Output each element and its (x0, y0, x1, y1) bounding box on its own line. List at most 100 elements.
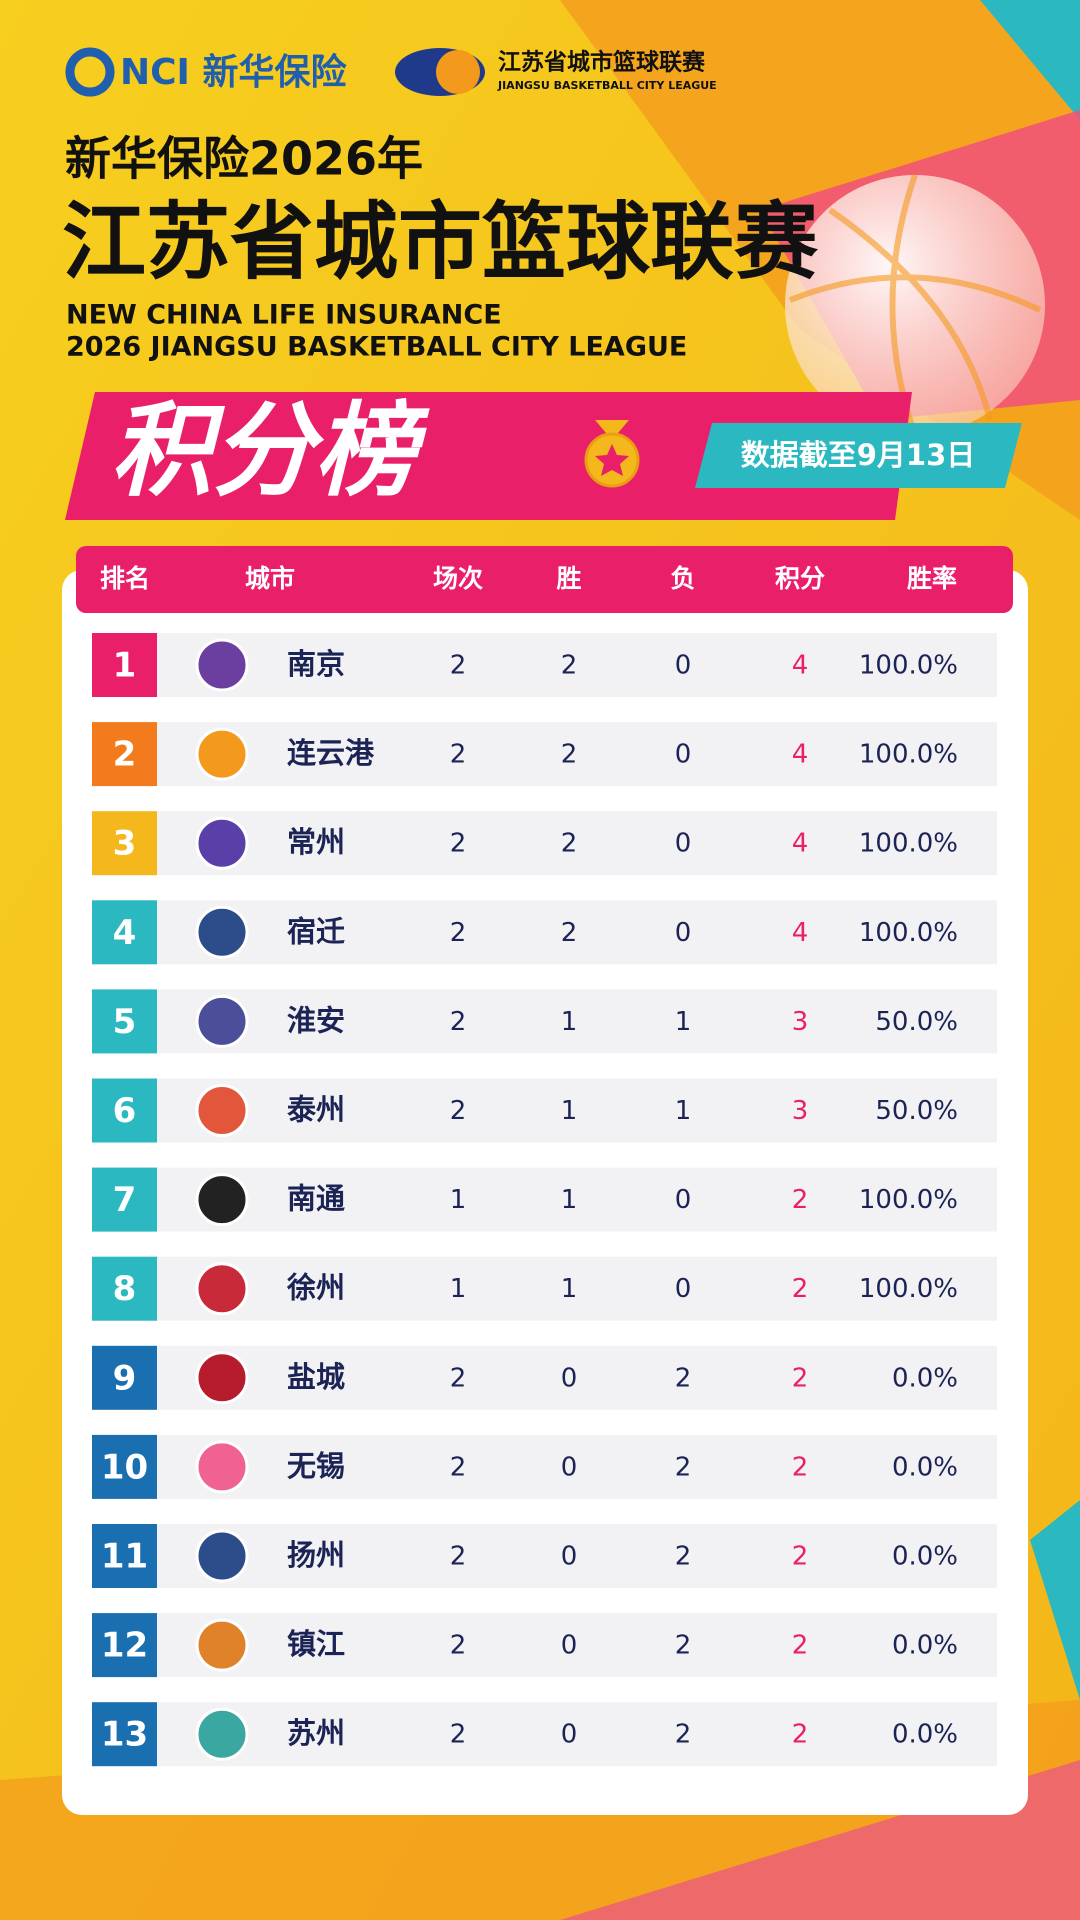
stat: 0 (675, 1274, 692, 1304)
stat: 0 (561, 1720, 578, 1750)
stat: 0 (675, 829, 692, 859)
stat: 2 (450, 1720, 467, 1750)
stat: 0 (675, 918, 692, 948)
city: 南京 (287, 647, 345, 681)
basketball-decor (785, 175, 1045, 435)
points: 3 (792, 1096, 809, 1126)
win-rate: 100.0% (859, 1185, 958, 1215)
city: 徐州 (286, 1271, 345, 1305)
rank: 2 (113, 735, 137, 775)
win-rate: 50.0% (875, 1096, 958, 1126)
rank: 5 (113, 1002, 137, 1042)
column-header: 场次 (433, 564, 483, 593)
team-logo (195, 905, 249, 959)
column-header: 城市 (245, 564, 295, 593)
title-en-line1: NEW CHINA LIFE INSURANCE (66, 300, 502, 331)
stat: 2 (675, 1452, 692, 1482)
points: 2 (792, 1631, 809, 1661)
win-rate: 100.0% (859, 918, 958, 948)
rank-badge (92, 989, 157, 1054)
stat: 0 (561, 1631, 578, 1661)
stat: 2 (561, 651, 578, 681)
win-rate: 50.0% (875, 1007, 958, 1037)
team-logo (195, 1084, 249, 1137)
league-logo-cn: 江苏省城市篮球联赛 (498, 49, 706, 76)
rank: 9 (113, 1358, 137, 1398)
sponsor-logo-mark (65, 47, 115, 97)
title-en-line2: 2026 JIANGSU BASKETBALL CITY LEAGUE (66, 332, 687, 363)
team-logo (195, 816, 249, 870)
column-header: 胜 (556, 564, 581, 593)
stat: 0 (675, 1185, 692, 1215)
team-logo (195, 1173, 249, 1227)
rank: 6 (113, 1091, 137, 1131)
rank-badge (92, 1524, 157, 1588)
city: 无锡 (287, 1449, 345, 1483)
stat: 2 (675, 1542, 692, 1572)
column-header: 负 (670, 564, 695, 593)
medal-ribbon (595, 420, 629, 440)
stat: 0 (561, 1363, 578, 1393)
win-rate: 0.0% (892, 1542, 958, 1572)
win-rate: 100.0% (859, 1274, 958, 1304)
win-rate: 0.0% (892, 1363, 958, 1393)
team-logo (195, 727, 249, 781)
stat: 0 (561, 1452, 578, 1482)
league-logo-mark (436, 50, 480, 94)
rank: 3 (113, 824, 137, 864)
date-note: 数据截至9月13日 (741, 438, 976, 472)
stat: 1 (450, 1274, 467, 1304)
win-rate: 0.0% (892, 1452, 958, 1482)
stat: 2 (450, 651, 467, 681)
team-logo (195, 1707, 249, 1761)
rank-badge (92, 1167, 157, 1232)
points: 4 (792, 740, 809, 770)
rank: 7 (113, 1180, 137, 1220)
rank: 8 (113, 1269, 137, 1309)
points: 4 (792, 829, 809, 859)
points: 2 (792, 1542, 809, 1572)
city: 南通 (287, 1182, 345, 1216)
win-rate: 100.0% (859, 740, 958, 770)
city: 连云港 (287, 736, 375, 770)
rank: 1 (113, 646, 137, 686)
rank: 4 (113, 913, 137, 953)
stat: 2 (561, 918, 578, 948)
stat: 2 (450, 740, 467, 770)
rank: 11 (101, 1537, 148, 1577)
city: 淮安 (287, 1003, 345, 1037)
decor-shape (1030, 1500, 1080, 1700)
stat: 0 (675, 651, 692, 681)
win-rate: 0.0% (892, 1720, 958, 1750)
team-logo (195, 994, 249, 1048)
city: 泰州 (287, 1093, 345, 1127)
rank: 10 (101, 1447, 148, 1487)
column-header: 胜率 (907, 564, 957, 593)
team-logo (195, 1440, 249, 1494)
decor-shape (980, 0, 1080, 120)
points: 2 (792, 1452, 809, 1482)
stat: 1 (561, 1007, 578, 1037)
rank-badge (92, 1613, 157, 1678)
date-tag (695, 423, 1022, 488)
rank-badge (92, 1434, 157, 1499)
stat: 2 (450, 1096, 467, 1126)
stat: 0 (675, 740, 692, 770)
stat: 2 (450, 1452, 467, 1482)
league-logo-en: JIANGSU BASKETBALL CITY LEAGUE (497, 79, 717, 92)
team-logo (195, 1262, 249, 1316)
rank: 12 (101, 1626, 148, 1666)
rank-badge (92, 1702, 157, 1767)
points: 2 (792, 1720, 809, 1750)
stat: 1 (675, 1096, 692, 1126)
city: 盐城 (287, 1360, 345, 1394)
stat: 2 (561, 740, 578, 770)
rank: 13 (101, 1715, 148, 1755)
title-line2: 江苏省城市篮球联赛 (62, 193, 819, 291)
rank-badge (92, 1345, 157, 1410)
stat: 1 (675, 1007, 692, 1037)
rank-badge (92, 722, 157, 787)
column-header: 积分 (775, 564, 825, 593)
points: 2 (792, 1363, 809, 1393)
